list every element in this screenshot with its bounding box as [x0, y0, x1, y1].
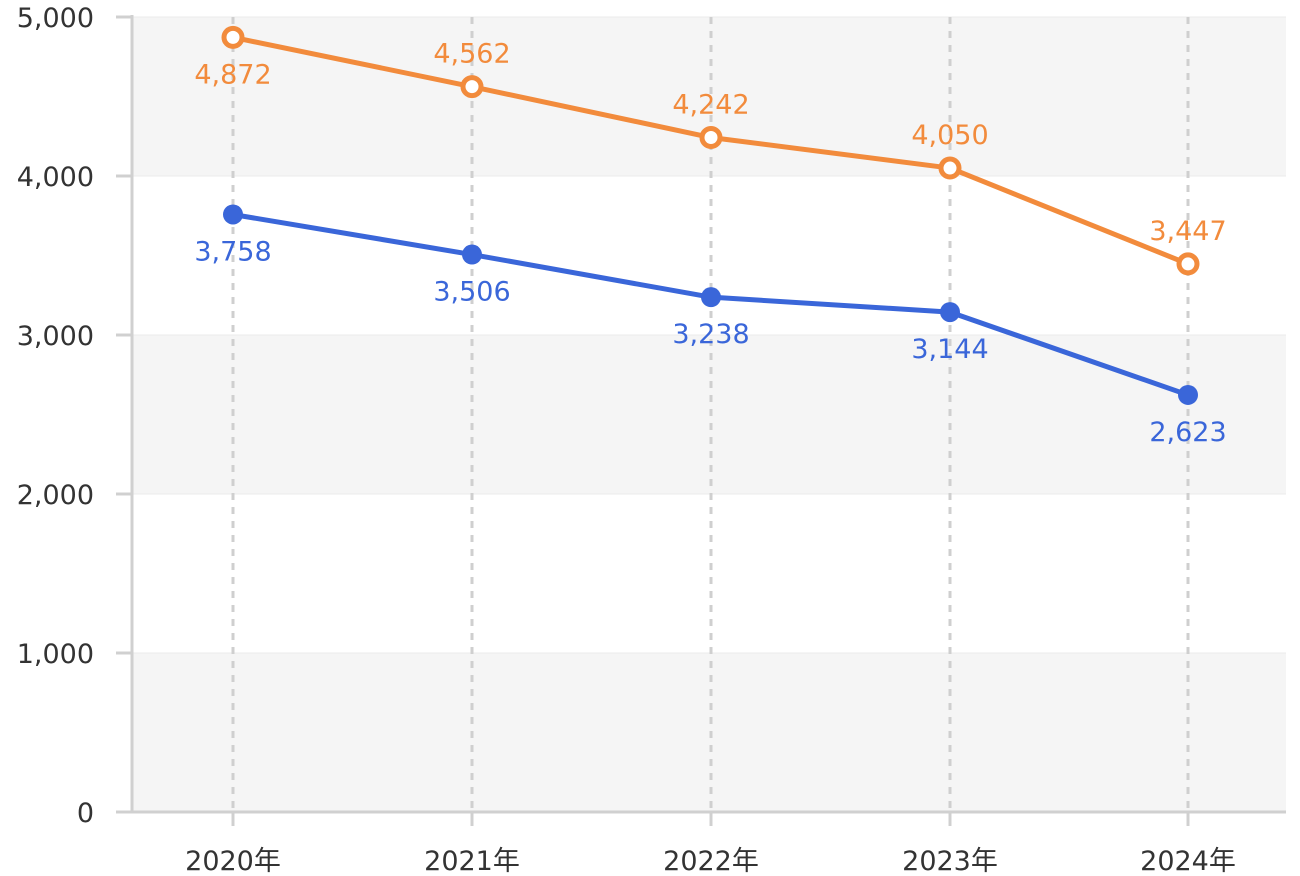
grid-band	[132, 17, 1286, 176]
data-point	[1176, 252, 1200, 276]
data-label: 4,872	[194, 59, 271, 90]
y-tick-label: 0	[77, 798, 94, 829]
data-point	[701, 287, 721, 308]
grid-band	[132, 335, 1286, 494]
x-tick-label: 2024年	[1140, 846, 1236, 876]
data-point	[462, 244, 482, 265]
data-point	[1178, 384, 1198, 405]
data-point	[221, 25, 245, 49]
data-label: 3,144	[911, 334, 988, 365]
axes	[130, 15, 1286, 814]
y-tick-label: 5,000	[17, 3, 94, 34]
data-point	[940, 302, 960, 323]
data-label: 4,050	[911, 120, 988, 151]
data-point	[938, 156, 962, 180]
y-tick-label: 2,000	[17, 480, 94, 511]
x-tick-label: 2020年	[185, 846, 281, 876]
y-tick-label: 1,000	[17, 639, 94, 670]
data-label: 2,623	[1149, 417, 1226, 448]
data-label: 3,238	[672, 319, 749, 350]
vertical-gridlines	[231, 17, 1190, 812]
x-axis-ticks: 2020年 2021年 2022年 2023年 2024年	[185, 812, 1236, 876]
data-label: 4,562	[433, 39, 510, 70]
data-point	[699, 126, 723, 150]
x-tick-label: 2021年	[424, 846, 520, 876]
grid-band	[132, 653, 1286, 812]
data-label: 3,758	[194, 236, 271, 267]
y-tick-label: 4,000	[17, 162, 94, 193]
series-group: 4,872 4,562 4,242 4,050 3,447 3,758 3,506 3,238…	[194, 25, 1227, 448]
data-point	[460, 75, 484, 99]
data-label: 4,242	[672, 90, 749, 121]
data-point	[223, 204, 243, 225]
y-tick-label: 3,000	[17, 321, 94, 352]
x-tick-label: 2022年	[663, 846, 759, 876]
y-axis-ticks: 0 1,000 2,000 3,000 4,000 5,000	[17, 3, 132, 829]
data-label: 3,506	[433, 277, 510, 308]
x-tick-label: 2023年	[902, 846, 998, 876]
data-label: 3,447	[1149, 216, 1226, 247]
